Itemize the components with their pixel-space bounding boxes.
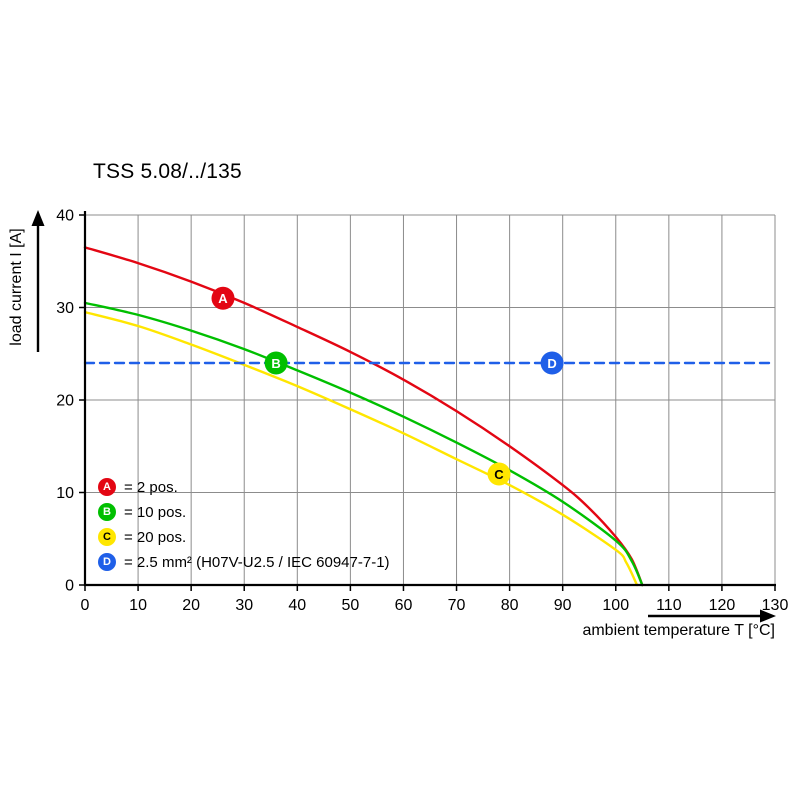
svg-text:60: 60 — [395, 597, 413, 614]
svg-text:110: 110 — [656, 597, 682, 614]
svg-text:50: 50 — [341, 597, 359, 614]
legend-item: D = 2.5 mm² (H07V-U2.5 / IEC 60947-7-1) — [98, 552, 390, 572]
svg-text:30: 30 — [235, 597, 253, 614]
svg-text:10: 10 — [129, 597, 147, 614]
svg-text:130: 130 — [762, 597, 789, 614]
axis-arrows — [31, 210, 776, 623]
svg-text:20: 20 — [182, 597, 200, 614]
marker-C: C — [487, 462, 511, 486]
legend-label-a: = 2 pos. — [124, 478, 178, 496]
svg-text:80: 80 — [501, 597, 519, 614]
svg-text:B: B — [271, 356, 280, 371]
axes — [79, 211, 776, 591]
legend-badge-b: B — [98, 503, 116, 521]
legend-badge-a: A — [98, 478, 116, 496]
svg-text:100: 100 — [602, 597, 629, 614]
legend: A = 2 pos. B = 10 pos. C = 20 pos. D = 2… — [98, 477, 390, 577]
svg-text:40: 40 — [288, 597, 306, 614]
svg-text:0: 0 — [81, 597, 90, 614]
svg-text:C: C — [494, 467, 504, 482]
legend-label-b: = 10 pos. — [124, 503, 187, 521]
svg-text:70: 70 — [448, 597, 466, 614]
x-tick-labels: 0 10 20 30 40 50 60 70 80 90 100 110 120 130 — [81, 597, 789, 614]
legend-badge-d: D — [98, 553, 116, 571]
legend-item: C = 20 pos. — [98, 527, 390, 547]
svg-text:30: 30 — [56, 300, 74, 317]
x-axis-label: ambient temperature T [°C] — [582, 622, 775, 639]
marker-B: B — [264, 351, 288, 375]
svg-text:A: A — [218, 291, 228, 306]
svg-text:40: 40 — [56, 208, 74, 225]
chart-title: TSS 5.08/../135 — [93, 160, 242, 183]
svg-text:20: 20 — [56, 393, 74, 410]
legend-item: B = 10 pos. — [98, 502, 390, 522]
legend-item: A = 2 pos. — [98, 477, 390, 497]
curve-A — [83, 246, 644, 587]
legend-label-d: = 2.5 mm² (H07V-U2.5 / IEC 60947-7-1) — [124, 553, 390, 571]
svg-text:90: 90 — [554, 597, 572, 614]
curve-C — [83, 310, 639, 587]
svg-text:10: 10 — [56, 485, 74, 502]
legend-label-c: = 20 pos. — [124, 528, 187, 546]
curve-B — [83, 301, 644, 587]
legend-badge-c: C — [98, 528, 116, 546]
gridlines — [85, 214, 776, 585]
svg-text:0: 0 — [65, 578, 74, 595]
y-tick-labels: 0 10 20 30 40 — [56, 208, 74, 595]
svg-text:D: D — [547, 356, 556, 371]
marker-D: D — [540, 351, 564, 375]
marker-A: A — [211, 286, 235, 310]
svg-text:120: 120 — [709, 597, 736, 614]
